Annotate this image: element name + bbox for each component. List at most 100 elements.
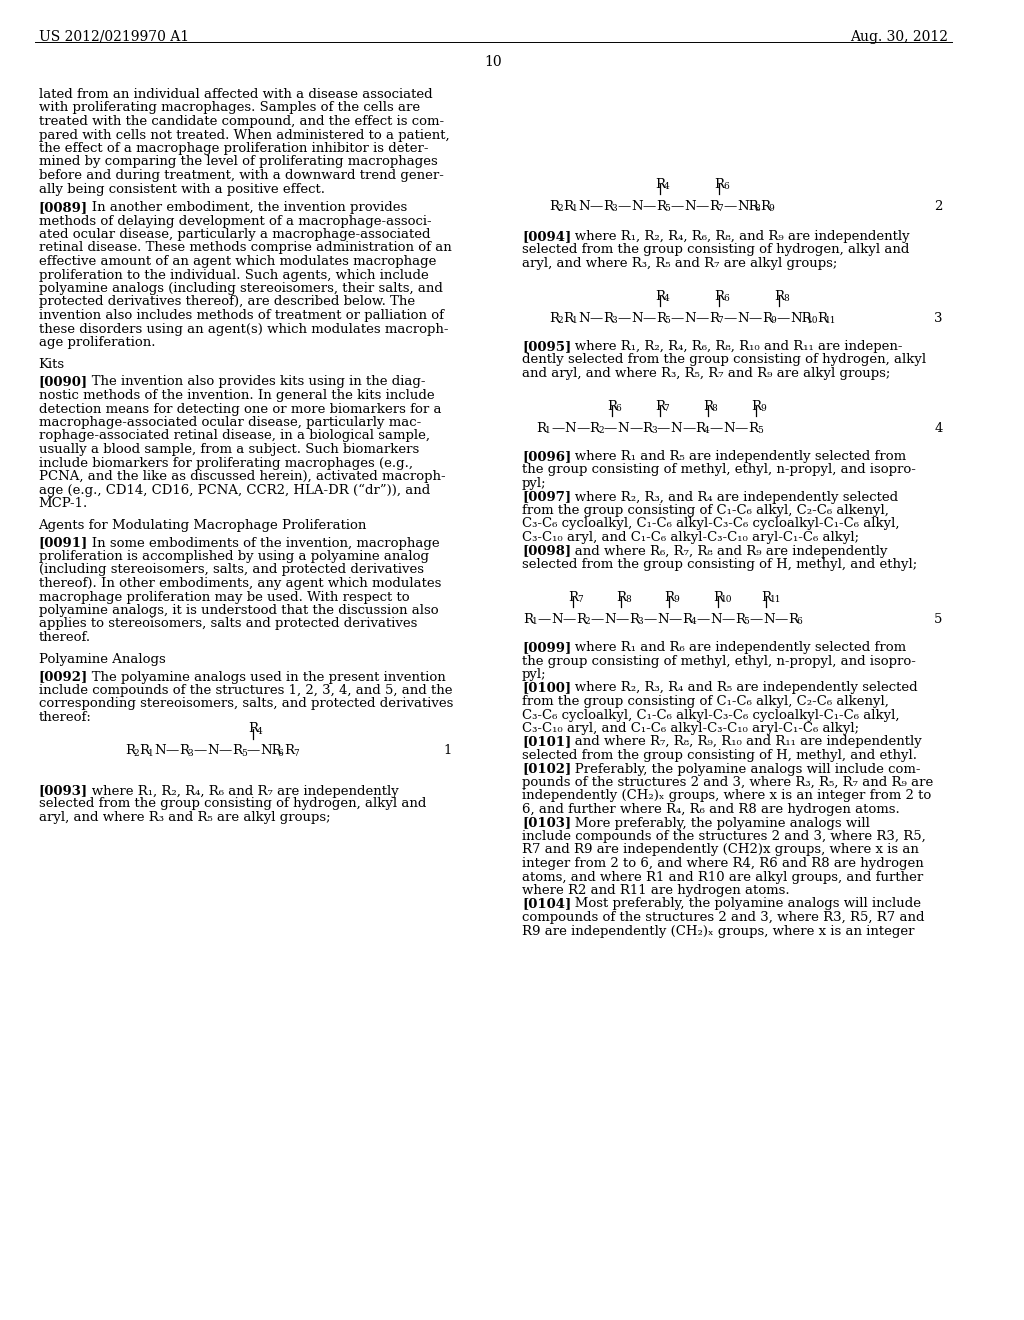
Text: N: N (578, 312, 590, 325)
Text: N: N (723, 422, 735, 436)
Text: —: — (538, 612, 551, 626)
Text: 3: 3 (187, 748, 194, 758)
Text: [0095]: [0095] (522, 341, 571, 352)
Text: —: — (643, 612, 656, 626)
Text: R: R (549, 201, 559, 213)
Text: selected from the group consisting of hydrogen, alkyl and: selected from the group consisting of hy… (522, 243, 909, 256)
Text: N: N (564, 422, 577, 436)
Text: 7: 7 (718, 205, 723, 213)
Text: NR: NR (737, 201, 759, 213)
Text: —: — (590, 201, 603, 213)
Text: 2: 2 (585, 616, 590, 626)
Text: selected from the group consisting of hydrogen, alkyl and: selected from the group consisting of hy… (39, 797, 426, 810)
Text: before and during treatment, with a downward trend gener-: before and during treatment, with a down… (39, 169, 443, 182)
Text: —: — (750, 612, 763, 626)
Text: 4: 4 (934, 422, 943, 436)
Text: —: — (671, 312, 684, 325)
Text: —: — (590, 312, 603, 325)
Text: polyamine analogs (including stereoisomers, their salts, and: polyamine analogs (including stereoisome… (39, 282, 442, 294)
Text: R: R (284, 744, 294, 758)
Text: proliferation to the individual. Such agents, which include: proliferation to the individual. Such ag… (39, 268, 428, 281)
Text: R: R (715, 178, 725, 191)
Text: the effect of a macrophage proliferation inhibitor is deter-: the effect of a macrophage proliferation… (39, 143, 428, 154)
Text: R: R (695, 422, 706, 436)
Text: macrophage-associated ocular disease, particularly mac-: macrophage-associated ocular disease, pa… (39, 416, 421, 429)
Text: Most preferably, the polyamine analogs will include: Most preferably, the polyamine analogs w… (562, 898, 922, 911)
Text: rophage-associated retinal disease, in a biological sample,: rophage-associated retinal disease, in a… (39, 429, 429, 442)
Text: —: — (695, 201, 709, 213)
Text: R: R (703, 400, 713, 413)
Text: aryl, and where R₃, R₅ and R₇ are alkyl groups;: aryl, and where R₃, R₅ and R₇ are alkyl … (522, 257, 838, 271)
Text: R: R (179, 744, 189, 758)
Text: dently selected from the group consisting of hydrogen, alkyl: dently selected from the group consistin… (522, 354, 926, 367)
Text: 6: 6 (723, 294, 729, 304)
Text: N: N (207, 744, 219, 758)
Text: these disorders using an agent(s) which modulates macroph-: these disorders using an agent(s) which … (39, 322, 449, 335)
Text: [0091]: [0091] (39, 536, 88, 549)
Text: 5: 5 (665, 205, 671, 213)
Text: where R₁, R₂, R₄, R₆ and R₇ are independently: where R₁, R₂, R₄, R₆ and R₇ are independ… (79, 784, 398, 797)
Text: 4: 4 (664, 294, 670, 304)
Text: lated from an individual affected with a disease associated: lated from an individual affected with a… (39, 88, 432, 102)
Text: (including stereoisomers, salts, and protected derivatives: (including stereoisomers, salts, and pro… (39, 564, 424, 577)
Text: 7: 7 (664, 404, 670, 413)
Text: —: — (776, 312, 790, 325)
Text: —: — (656, 422, 670, 436)
Text: 6: 6 (723, 182, 729, 191)
Text: 11: 11 (825, 315, 837, 325)
Text: detection means for detecting one or more biomarkers for a: detection means for detecting one or mor… (39, 403, 441, 416)
Text: 1: 1 (572, 205, 578, 213)
Text: effective amount of an agent which modulates macrophage: effective amount of an agent which modul… (39, 255, 436, 268)
Text: R: R (563, 201, 573, 213)
Text: selected from the group consisting of H, methyl, and ethyl.: selected from the group consisting of H,… (522, 748, 918, 762)
Text: R: R (568, 591, 579, 605)
Text: macrophage proliferation may be used. With respect to: macrophage proliferation may be used. Wi… (39, 590, 410, 603)
Text: R: R (655, 290, 665, 304)
Text: —: — (247, 744, 260, 758)
Text: R: R (575, 612, 586, 626)
Text: R: R (616, 591, 627, 605)
Text: 6: 6 (797, 616, 802, 626)
Text: —: — (710, 422, 723, 436)
Text: 1: 1 (148, 748, 154, 758)
Text: mined by comparing the level of proliferating macrophages: mined by comparing the level of prolifer… (39, 156, 437, 169)
Text: US 2012/0219970 A1: US 2012/0219970 A1 (39, 30, 188, 44)
Text: 3: 3 (611, 205, 617, 213)
Text: R: R (713, 591, 723, 605)
Text: 1: 1 (443, 744, 452, 758)
Text: retinal disease. These methods comprise administration of an: retinal disease. These methods comprise … (39, 242, 452, 255)
Text: 3: 3 (611, 315, 617, 325)
Text: R: R (682, 612, 692, 626)
Text: R: R (656, 201, 666, 213)
Text: 1: 1 (545, 426, 551, 436)
Text: 3: 3 (934, 312, 943, 325)
Text: R: R (760, 201, 770, 213)
Text: 8: 8 (783, 294, 788, 304)
Text: —: — (669, 612, 682, 626)
Text: N: N (710, 612, 722, 626)
Text: protected derivatives thereof), are described below. The: protected derivatives thereof), are desc… (39, 296, 415, 309)
Text: R: R (655, 178, 665, 191)
Text: from the group consisting of C₁-C₆ alkyl, C₂-C₆ alkenyl,: from the group consisting of C₁-C₆ alkyl… (522, 504, 889, 517)
Text: In some embodiments of the invention, macrophage: In some embodiments of the invention, ma… (79, 536, 439, 549)
Text: N: N (763, 612, 774, 626)
Text: independently (CH₂)ₓ groups, where x is an integer from 2 to: independently (CH₂)ₓ groups, where x is … (522, 789, 931, 803)
Text: —: — (671, 201, 684, 213)
Text: N: N (671, 422, 682, 436)
Text: —: — (575, 422, 589, 436)
Text: [0104]: [0104] (522, 898, 571, 911)
Text: where R₂, R₃, and R₄ are independently selected: where R₂, R₃, and R₄ are independently s… (562, 491, 899, 503)
Text: pared with cells not treated. When administered to a patient,: pared with cells not treated. When admin… (39, 128, 450, 141)
Text: where R₂, R₃, R₄ and R₅ are independently selected: where R₂, R₃, R₄ and R₅ are independentl… (562, 681, 919, 694)
Text: —: — (696, 612, 710, 626)
Text: and aryl, and where R₃, R₅, R₇ and R₉ are alkyl groups;: and aryl, and where R₃, R₅, R₇ and R₉ ar… (522, 367, 891, 380)
Text: —: — (642, 201, 655, 213)
Text: R: R (232, 744, 242, 758)
Text: 2: 2 (558, 315, 563, 325)
Text: N: N (578, 201, 590, 213)
Text: R: R (735, 612, 744, 626)
Text: 1: 1 (572, 315, 578, 325)
Text: 9: 9 (770, 315, 776, 325)
Text: 8: 8 (712, 404, 718, 413)
Text: pyl;: pyl; (522, 668, 547, 681)
